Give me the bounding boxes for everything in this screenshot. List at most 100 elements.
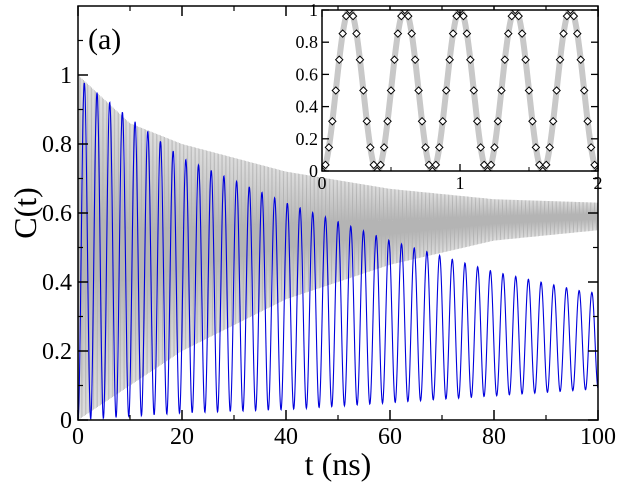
inset-diamond-marker — [538, 166, 548, 171]
inset-y-tick-label: 0.6 — [296, 64, 319, 84]
inset-diamond-marker — [414, 86, 423, 95]
inset-y-tick-label: 0.2 — [296, 129, 319, 149]
inset-diamond-marker — [552, 86, 561, 95]
inset-plot: 0 1 2 0 0.2 0.4 0.6 0.8 1 — [296, 0, 603, 193]
inset-diamond-marker — [514, 11, 523, 21]
inset-diamond-marker — [362, 116, 372, 126]
y-tick-label: 0.6 — [42, 201, 72, 227]
inset-diamond-marker — [469, 86, 479, 95]
inset-diamond-marker — [483, 166, 492, 171]
inset-diamond-marker — [417, 116, 427, 126]
inset-diamond-marker — [421, 143, 430, 152]
inset-diamond-marker — [531, 143, 541, 152]
inset-diamond-marker — [555, 55, 565, 65]
inset-diamond-marker — [497, 86, 506, 95]
inset-diamond-marker — [324, 143, 334, 152]
inset-diamond-marker — [445, 55, 454, 65]
inset-diamond-marker — [403, 11, 413, 21]
inset-diamond-marker — [400, 10, 410, 15]
inset-diamond-marker — [462, 29, 472, 38]
inset-diamond-marker — [517, 29, 527, 38]
inset-diamond-marker — [562, 11, 572, 21]
inset-diamond-marker — [493, 116, 503, 126]
inset-diamond-marker — [390, 55, 399, 65]
inset-series-group — [322, 10, 598, 171]
x-tick-label: 0 — [72, 424, 84, 450]
inset-x-tick-label: 1 — [456, 173, 465, 193]
inset-diamond-marker — [376, 160, 385, 170]
inset-diamond-marker — [379, 143, 389, 152]
inset-diamond-marker — [434, 143, 444, 152]
inset-diamond-marker — [338, 29, 348, 38]
panel-label: (a) — [88, 23, 121, 56]
inset-diamond-marker — [334, 55, 344, 65]
inset-diamond-marker — [472, 116, 482, 126]
inset-diamond-marker — [521, 55, 530, 65]
inset-diamond-marker — [569, 11, 579, 21]
y-tick-label: 0.8 — [42, 132, 72, 158]
y-axis-title: C(t) — [7, 187, 43, 239]
y-tick-label: 0 — [60, 408, 72, 434]
inset-diamond-marker — [535, 160, 544, 170]
inset-diamond-marker — [576, 55, 586, 65]
x-tick-label: 80 — [482, 424, 506, 450]
inset-diamond-marker — [438, 116, 448, 126]
inset-diamond-marker — [348, 11, 358, 21]
x-tick-label: 60 — [378, 424, 402, 450]
inset-diamond-marker — [586, 143, 596, 152]
inset-diamond-marker — [479, 160, 489, 170]
inset-y-tick-label: 0 — [309, 161, 318, 181]
inset-diamond-marker — [583, 116, 592, 126]
inset-diamond-marker — [579, 86, 589, 95]
main-series-group — [78, 74, 598, 420]
inset-diamond-marker — [559, 29, 568, 38]
inset-diamond-marker — [322, 166, 327, 171]
inset-diamond-marker — [572, 29, 582, 38]
inset-y-tick-label: 0.8 — [296, 32, 319, 52]
blue-oscillation-series — [78, 82, 598, 420]
inset-diamond-marker — [441, 86, 451, 95]
inset-x-tick-label: 2 — [594, 173, 603, 193]
inset-diamond-marker — [397, 11, 406, 21]
inset-diamond-marker — [372, 166, 382, 171]
inset-diamond-marker — [541, 160, 551, 170]
inset-diamond-marker — [507, 11, 517, 21]
inset-ticks: 0 1 2 0 0.2 0.4 0.6 0.8 1 — [296, 0, 603, 193]
inset-diamond-marker — [448, 29, 458, 38]
y-tick-label: 1 — [60, 63, 72, 89]
y-tick-label: 0.2 — [42, 339, 72, 365]
inset-diamond-marker — [369, 160, 379, 170]
inset-diamond-marker — [331, 86, 341, 95]
inset-diamond-marker — [322, 160, 330, 170]
inset-diamond-marker — [410, 55, 420, 65]
inset-diamond-marker — [452, 11, 461, 21]
inset-diamond-marker — [407, 29, 417, 38]
x-axis-title: t (ns) — [305, 446, 372, 482]
inset-diamond-marker — [566, 10, 575, 15]
inset-diamond-marker — [593, 166, 598, 171]
inset-diamond-marker — [365, 143, 375, 152]
inset-diamond-marker — [352, 29, 361, 38]
inset-diamond-marker — [424, 160, 434, 170]
x-tick-label: 100 — [580, 424, 616, 450]
inset-diamond-marker — [328, 116, 337, 126]
inset-diamond-marker — [355, 55, 365, 65]
inset-diamond-marker — [431, 160, 441, 170]
inset-diamond-marker — [503, 29, 513, 38]
inset-diamond-marker — [428, 166, 437, 171]
inset-diamond-marker — [393, 29, 403, 38]
inset-y-tick-label: 1 — [309, 0, 318, 20]
inset-diamond-marker — [510, 10, 520, 15]
inset-diamond-marker — [466, 55, 475, 65]
inset-diamond-marker — [590, 160, 598, 170]
grey-oscillation-series — [78, 74, 598, 420]
inset-diamond-marker — [500, 55, 510, 65]
inset-diamond-marker — [341, 11, 351, 21]
inset-x-tick-label: 0 — [318, 173, 327, 193]
inset-diamond-marker — [548, 116, 558, 126]
inset-thick-line-series — [322, 10, 598, 171]
inset-diamond-marker — [524, 86, 534, 95]
inset-diamond-marker — [545, 143, 555, 152]
